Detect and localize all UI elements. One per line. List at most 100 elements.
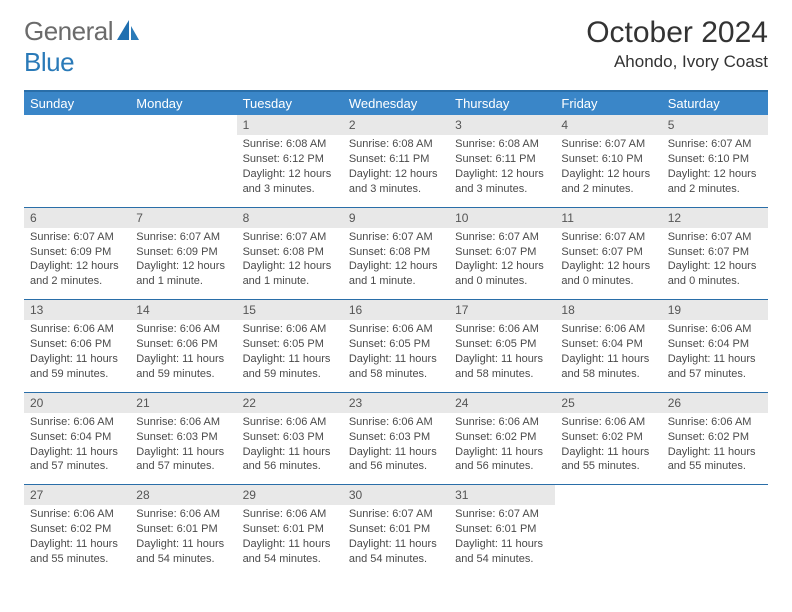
day-body: Sunrise: 6:08 AMSunset: 6:11 PMDaylight:…	[449, 135, 555, 206]
sunrise-text: Sunrise: 6:07 AM	[349, 230, 443, 245]
sunrise-text: Sunrise: 6:06 AM	[136, 507, 230, 522]
day-body: Sunrise: 6:06 AMSunset: 6:02 PMDaylight:…	[449, 413, 555, 484]
day-number: 28	[130, 484, 236, 505]
logo-text: General Blue	[24, 16, 113, 78]
day-cell: 24Sunrise: 6:06 AMSunset: 6:02 PMDayligh…	[449, 392, 555, 485]
daylight-line2: and 57 minutes.	[668, 367, 762, 382]
day-number: 12	[662, 207, 768, 228]
day-number: 13	[24, 299, 130, 320]
daylight-line2: and 2 minutes.	[668, 182, 762, 197]
sunrise-text: Sunrise: 6:06 AM	[243, 507, 337, 522]
day-body: Sunrise: 6:07 AMSunset: 6:08 PMDaylight:…	[237, 228, 343, 299]
day-body: Sunrise: 6:07 AMSunset: 6:07 PMDaylight:…	[662, 228, 768, 299]
daylight-line2: and 58 minutes.	[349, 367, 443, 382]
day-number: 2	[343, 115, 449, 135]
sunrise-text: Sunrise: 6:07 AM	[561, 137, 655, 152]
day-cell: 10Sunrise: 6:07 AMSunset: 6:07 PMDayligh…	[449, 207, 555, 300]
daylight-line2: and 56 minutes.	[349, 459, 443, 474]
sunset-text: Sunset: 6:08 PM	[243, 245, 337, 260]
sunset-text: Sunset: 6:05 PM	[455, 337, 549, 352]
sunrise-text: Sunrise: 6:08 AM	[455, 137, 549, 152]
day-cell: 18Sunrise: 6:06 AMSunset: 6:04 PMDayligh…	[555, 299, 661, 392]
sunset-text: Sunset: 6:10 PM	[561, 152, 655, 167]
day-cell: 19Sunrise: 6:06 AMSunset: 6:04 PMDayligh…	[662, 299, 768, 392]
day-cell: 27Sunrise: 6:06 AMSunset: 6:02 PMDayligh…	[24, 484, 130, 577]
day-header: Saturday	[662, 91, 768, 115]
day-number: 30	[343, 484, 449, 505]
daylight-line1: Daylight: 11 hours	[561, 352, 655, 367]
daylight-line2: and 55 minutes.	[561, 459, 655, 474]
day-number: 23	[343, 392, 449, 413]
day-cell: 29Sunrise: 6:06 AMSunset: 6:01 PMDayligh…	[237, 484, 343, 577]
logo: General Blue	[24, 16, 141, 78]
daylight-line1: Daylight: 12 hours	[561, 259, 655, 274]
day-header: Tuesday	[237, 91, 343, 115]
daylight-line2: and 59 minutes.	[243, 367, 337, 382]
day-cell: 15Sunrise: 6:06 AMSunset: 6:05 PMDayligh…	[237, 299, 343, 392]
sunrise-text: Sunrise: 6:07 AM	[668, 230, 762, 245]
calendar-table: SundayMondayTuesdayWednesdayThursdayFrid…	[24, 90, 768, 577]
daylight-line1: Daylight: 11 hours	[136, 352, 230, 367]
day-number: 9	[343, 207, 449, 228]
daylight-line1: Daylight: 11 hours	[30, 352, 124, 367]
daylight-line1: Daylight: 12 hours	[455, 167, 549, 182]
daylight-line1: Daylight: 11 hours	[30, 537, 124, 552]
day-body: Sunrise: 6:06 AMSunset: 6:01 PMDaylight:…	[237, 505, 343, 576]
day-body: Sunrise: 6:07 AMSunset: 6:01 PMDaylight:…	[449, 505, 555, 576]
daylight-line2: and 54 minutes.	[455, 552, 549, 567]
day-number: 20	[24, 392, 130, 413]
day-cell: 26Sunrise: 6:06 AMSunset: 6:02 PMDayligh…	[662, 392, 768, 485]
sunrise-text: Sunrise: 6:06 AM	[30, 415, 124, 430]
day-cell: 8Sunrise: 6:07 AMSunset: 6:08 PMDaylight…	[237, 207, 343, 300]
day-body: Sunrise: 6:06 AMSunset: 6:01 PMDaylight:…	[130, 505, 236, 576]
sunset-text: Sunset: 6:02 PM	[455, 430, 549, 445]
day-cell	[662, 484, 768, 577]
day-cell	[555, 484, 661, 577]
header: General Blue October 2024 Ahondo, Ivory …	[24, 16, 768, 78]
day-cell	[130, 115, 236, 207]
day-cell: 20Sunrise: 6:06 AMSunset: 6:04 PMDayligh…	[24, 392, 130, 485]
day-header: Sunday	[24, 91, 130, 115]
sunset-text: Sunset: 6:07 PM	[455, 245, 549, 260]
sunset-text: Sunset: 6:07 PM	[561, 245, 655, 260]
sunrise-text: Sunrise: 6:06 AM	[668, 322, 762, 337]
day-cell: 31Sunrise: 6:07 AMSunset: 6:01 PMDayligh…	[449, 484, 555, 577]
day-body: Sunrise: 6:06 AMSunset: 6:03 PMDaylight:…	[237, 413, 343, 484]
sunrise-text: Sunrise: 6:06 AM	[561, 415, 655, 430]
sunset-text: Sunset: 6:08 PM	[349, 245, 443, 260]
sunset-text: Sunset: 6:09 PM	[136, 245, 230, 260]
daylight-line2: and 1 minute.	[136, 274, 230, 289]
day-number: 6	[24, 207, 130, 228]
sunrise-text: Sunrise: 6:06 AM	[349, 415, 443, 430]
daylight-line2: and 58 minutes.	[455, 367, 549, 382]
day-header: Monday	[130, 91, 236, 115]
week-row: 27Sunrise: 6:06 AMSunset: 6:02 PMDayligh…	[24, 484, 768, 577]
daylight-line1: Daylight: 12 hours	[561, 167, 655, 182]
daylight-line1: Daylight: 11 hours	[136, 537, 230, 552]
day-body: Sunrise: 6:06 AMSunset: 6:05 PMDaylight:…	[449, 320, 555, 391]
daylight-line2: and 56 minutes.	[455, 459, 549, 474]
sunrise-text: Sunrise: 6:07 AM	[30, 230, 124, 245]
daylight-line1: Daylight: 12 hours	[668, 259, 762, 274]
day-body: Sunrise: 6:07 AMSunset: 6:08 PMDaylight:…	[343, 228, 449, 299]
day-cell: 2Sunrise: 6:08 AMSunset: 6:11 PMDaylight…	[343, 115, 449, 207]
daylight-line1: Daylight: 12 hours	[136, 259, 230, 274]
day-body: Sunrise: 6:08 AMSunset: 6:12 PMDaylight:…	[237, 135, 343, 206]
daylight-line1: Daylight: 11 hours	[561, 445, 655, 460]
day-cell: 25Sunrise: 6:06 AMSunset: 6:02 PMDayligh…	[555, 392, 661, 485]
sunset-text: Sunset: 6:02 PM	[561, 430, 655, 445]
sunrise-text: Sunrise: 6:06 AM	[136, 322, 230, 337]
daylight-line1: Daylight: 12 hours	[243, 167, 337, 182]
sunrise-text: Sunrise: 6:06 AM	[668, 415, 762, 430]
daylight-line2: and 54 minutes.	[349, 552, 443, 567]
daylight-line1: Daylight: 12 hours	[349, 167, 443, 182]
day-number: 4	[555, 115, 661, 135]
sunrise-text: Sunrise: 6:07 AM	[349, 507, 443, 522]
day-body: Sunrise: 6:07 AMSunset: 6:01 PMDaylight:…	[343, 505, 449, 576]
sunset-text: Sunset: 6:03 PM	[136, 430, 230, 445]
day-cell: 14Sunrise: 6:06 AMSunset: 6:06 PMDayligh…	[130, 299, 236, 392]
daylight-line2: and 0 minutes.	[668, 274, 762, 289]
day-cell: 13Sunrise: 6:06 AMSunset: 6:06 PMDayligh…	[24, 299, 130, 392]
sunrise-text: Sunrise: 6:06 AM	[455, 322, 549, 337]
sunrise-text: Sunrise: 6:06 AM	[349, 322, 443, 337]
